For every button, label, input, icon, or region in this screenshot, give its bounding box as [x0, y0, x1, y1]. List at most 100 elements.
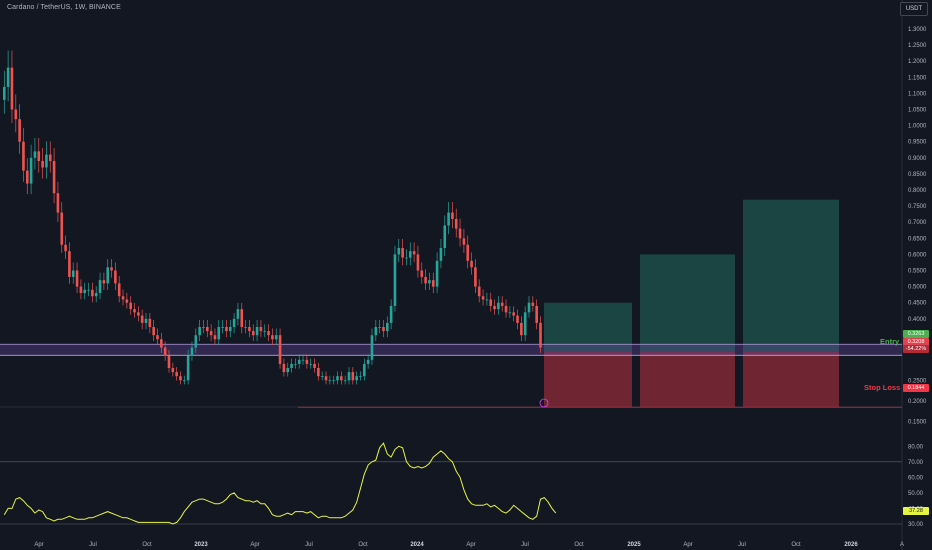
candle-body	[114, 270, 117, 284]
candle-body	[190, 347, 194, 356]
candle-body	[94, 293, 98, 297]
candle-body	[282, 363, 286, 373]
candle-body	[171, 368, 175, 373]
candle-body	[305, 359, 309, 364]
candle-body	[374, 327, 378, 336]
candle-body	[378, 327, 381, 328]
rsi-line	[3, 442, 557, 525]
candle-body	[470, 260, 473, 268]
candle-body	[294, 363, 297, 365]
candle-body	[512, 312, 515, 316]
candle-body	[152, 327, 155, 336]
candle-body	[516, 315, 519, 323]
candle-body	[10, 67, 14, 110]
candle-body	[121, 296, 125, 300]
candle-body	[91, 289, 94, 297]
candle-body	[240, 309, 244, 327]
candle-body	[186, 355, 190, 381]
price-tick-label: 0.5500	[908, 269, 927, 275]
candle-body	[317, 368, 320, 377]
rsi-tick-label: 70.00	[908, 460, 924, 466]
candle-body	[14, 109, 18, 120]
price-tick-label: 0.8000	[908, 188, 927, 194]
candle-body	[228, 327, 232, 332]
candle-body	[251, 331, 255, 336]
candle-body	[485, 299, 489, 301]
candle-body	[393, 254, 397, 306]
candle-body	[523, 312, 527, 336]
candle-body	[309, 363, 312, 365]
candle-body	[428, 280, 431, 284]
alert-icon	[539, 398, 549, 408]
candle-body	[117, 283, 121, 297]
candle-body	[420, 270, 424, 277]
candle-body	[129, 302, 132, 310]
stop-loss-zone	[544, 351, 632, 408]
candle-body	[500, 302, 504, 306]
time-tick-label: Jul	[521, 542, 529, 548]
rsi-tick-label: 80.00	[908, 444, 924, 450]
price-tick-label: 0.8500	[908, 172, 927, 178]
candle-body	[225, 327, 228, 332]
stop-loss-zone	[743, 351, 839, 408]
candle-body	[133, 309, 136, 313]
time-axis[interactable]: Apr Jul Oct 2023 Apr Jul Oct 2024 Apr Jul Oct 2025 A…	[34, 542, 904, 548]
candle-body	[267, 331, 270, 336]
take-profit-zone	[544, 302, 632, 352]
candle-body	[497, 302, 500, 310]
price-tick-label: 0.4500	[908, 301, 927, 307]
candle-body	[401, 247, 404, 258]
candle-body	[347, 372, 351, 381]
price-axis[interactable]: 1.3000 1.2500 1.2000 1.1500 1.1000 1.0500 1.00…	[908, 27, 927, 425]
rsi-pane	[0, 442, 902, 525]
candle-body	[355, 376, 358, 381]
candle-body	[102, 280, 106, 284]
candle-body	[474, 267, 477, 287]
price-tick-label: 0.2500	[908, 378, 927, 384]
price-tick-label: 0.7500	[908, 204, 927, 210]
time-tick-label: Oct	[791, 542, 801, 548]
candle-body	[477, 286, 481, 297]
candle-body	[68, 251, 71, 277]
candle-body	[535, 305, 538, 323]
currency-button[interactable]: USDT	[900, 2, 928, 16]
candle-body	[297, 359, 301, 364]
candle-body	[52, 161, 56, 194]
entry-label: Entry	[880, 337, 900, 346]
stop-price-tag: 0.1844	[903, 384, 929, 392]
time-tick-label: Oct	[574, 542, 584, 548]
candle-body	[3, 86, 6, 100]
candle-body	[454, 218, 458, 229]
time-tick-label: Apr	[34, 542, 43, 548]
candle-body	[301, 359, 305, 361]
time-tick-label: Apr	[250, 542, 259, 548]
candle-body	[416, 254, 420, 271]
symbol-title[interactable]: Cardano / TetherUS, 1W, BINANCE	[7, 4, 121, 11]
candle-body	[83, 289, 87, 294]
candle-body	[481, 296, 485, 300]
candle-body	[98, 280, 102, 294]
time-tick-label: Jul	[89, 542, 97, 548]
candle-body	[359, 376, 362, 377]
candle-body	[64, 244, 67, 252]
candle-body	[324, 376, 328, 381]
time-tick-label: 2026	[844, 542, 858, 548]
price-tick-label: 1.0000	[908, 124, 927, 130]
candle-body	[60, 212, 64, 245]
price-tick-label: 0.6500	[908, 236, 927, 242]
candle-body	[106, 267, 110, 284]
entry-price-tag: 0.3208	[903, 338, 929, 346]
candle-body	[332, 380, 335, 382]
candle-body	[274, 335, 278, 340]
candle-body	[271, 335, 274, 340]
time-tick-label: Oct	[358, 542, 368, 548]
candle-body	[22, 141, 25, 171]
price-tick-label: 0.7000	[908, 220, 927, 226]
candle-body	[343, 380, 347, 382]
candle-body	[6, 67, 10, 87]
candle-body	[209, 331, 213, 336]
time-tick-label: 2024	[410, 542, 424, 548]
candle-body	[148, 318, 152, 327]
